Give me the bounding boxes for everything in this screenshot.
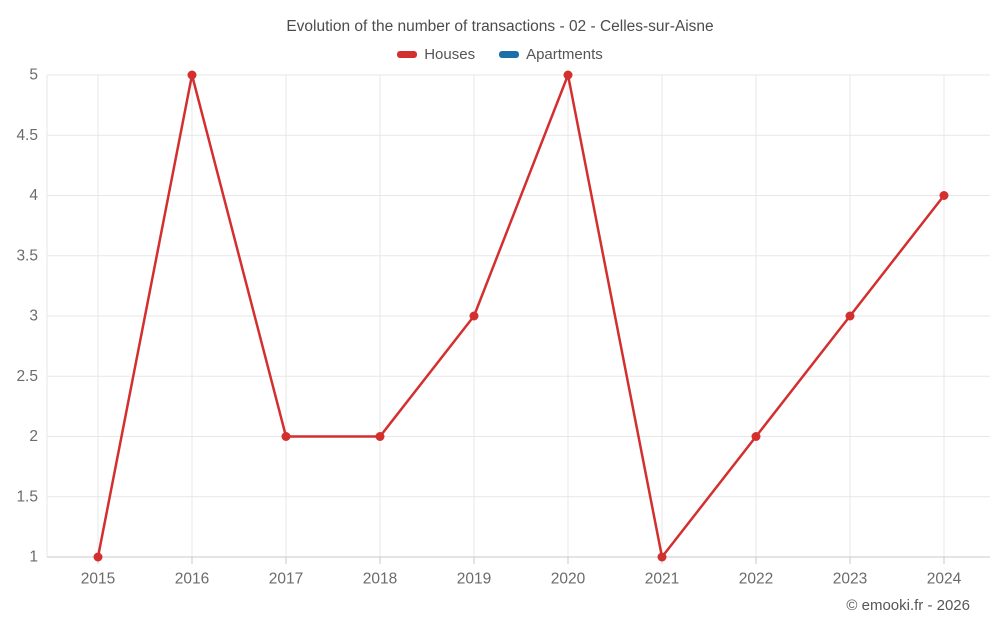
svg-text:5: 5 [29, 67, 38, 84]
svg-text:2017: 2017 [269, 571, 303, 588]
houses-series-swatch-icon [397, 51, 418, 58]
data-point [751, 432, 761, 441]
svg-text:1.5: 1.5 [16, 488, 38, 505]
svg-text:2015: 2015 [81, 571, 115, 588]
svg-text:2024: 2024 [927, 571, 962, 588]
data-point [281, 432, 291, 441]
series-houses [93, 70, 949, 562]
svg-text:2: 2 [29, 428, 38, 445]
svg-text:2018: 2018 [363, 571, 397, 588]
svg-text:2021: 2021 [645, 571, 679, 588]
tick-labels-group: 1 1.5 2 2.5 3 3.5 4 4.5 5 2015 2016 2017 2018 2019 202… [16, 67, 961, 588]
svg-text:4.5: 4.5 [16, 127, 38, 144]
data-point [469, 311, 479, 321]
svg-text:3.5: 3.5 [16, 247, 38, 264]
legend: Houses Apartments [0, 46, 1000, 63]
series-group [93, 70, 949, 562]
svg-text:2019: 2019 [457, 571, 491, 588]
data-point [939, 191, 949, 200]
legend-item-apartments[interactable]: Apartments [499, 46, 603, 63]
axis-group [47, 556, 990, 564]
data-point [375, 432, 385, 441]
svg-text:2016: 2016 [175, 571, 209, 588]
watermark-credit: © emooki.fr - 2026 [846, 597, 970, 614]
data-point [657, 552, 667, 562]
chart-title: Evolution of the number of transactions … [286, 18, 714, 35]
data-point [563, 70, 573, 80]
legend-label-apartments: Apartments [526, 46, 603, 63]
data-point [845, 311, 855, 321]
data-point [93, 552, 103, 562]
svg-text:4: 4 [29, 187, 38, 204]
svg-text:2.5: 2.5 [16, 368, 38, 385]
legend-label-houses: Houses [424, 46, 476, 63]
svg-text:2023: 2023 [833, 571, 867, 588]
data-point [187, 70, 197, 80]
svg-text:2022: 2022 [739, 571, 773, 588]
apartments-series-swatch-icon [499, 51, 520, 58]
svg-text:1: 1 [29, 549, 38, 566]
svg-text:3: 3 [29, 308, 38, 325]
svg-text:2020: 2020 [551, 571, 586, 588]
legend-item-houses[interactable]: Houses [397, 46, 475, 63]
